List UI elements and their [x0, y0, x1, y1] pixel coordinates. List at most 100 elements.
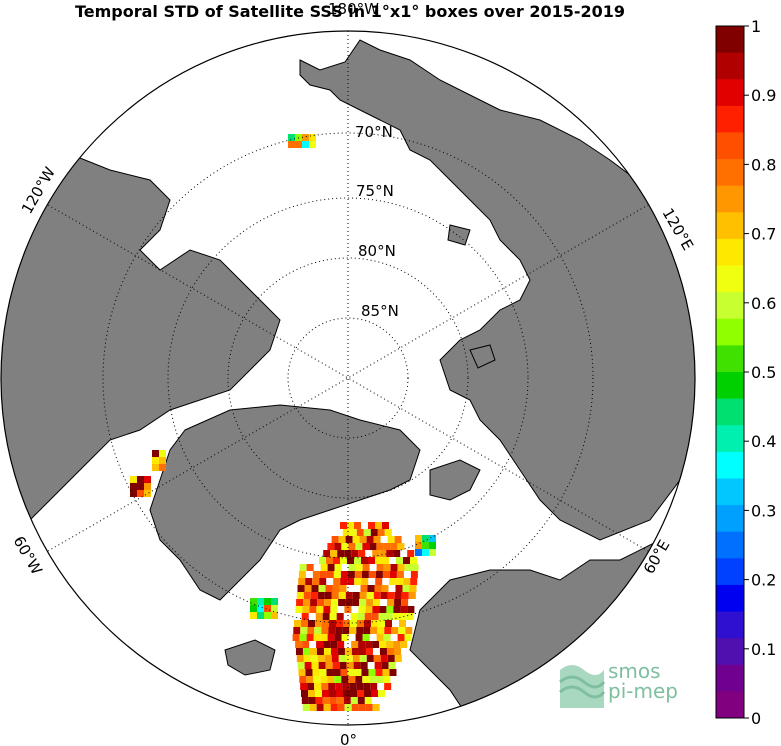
data-cell [336, 697, 344, 704]
data-cell [360, 662, 368, 669]
data-cell [311, 662, 319, 669]
data-cell [311, 585, 319, 592]
data-cell [389, 669, 397, 676]
data-cell [393, 648, 401, 655]
data-cell [342, 529, 350, 536]
data-cell [368, 571, 376, 578]
data-cell [390, 543, 398, 550]
data-cell [337, 641, 345, 648]
data-cell [320, 564, 328, 571]
colorbar-segment [716, 451, 744, 479]
data-cell [339, 662, 347, 669]
colorbar-segment [716, 478, 744, 506]
data-cell [376, 543, 384, 550]
colorbar [716, 26, 744, 719]
data-cell [330, 606, 338, 613]
colorbar-segment [716, 584, 744, 613]
data-cell [302, 134, 309, 141]
data-cell [384, 529, 392, 536]
data-cell [338, 599, 346, 606]
data-cell [404, 634, 412, 641]
data-cell [368, 669, 376, 676]
data-cell [352, 536, 360, 543]
data-cell [379, 641, 387, 648]
data-cell [353, 662, 361, 669]
data-cell [264, 605, 271, 612]
data-cell [387, 655, 395, 662]
data-layer [130, 134, 436, 711]
data-cell [331, 599, 339, 606]
data-cell [382, 522, 389, 529]
data-cell [327, 564, 335, 571]
data-cell [368, 557, 375, 564]
data-cell [301, 620, 308, 627]
data-cell [360, 585, 368, 592]
data-cell [352, 599, 360, 606]
data-cell [362, 564, 370, 571]
colorbar-segment [716, 238, 744, 267]
data-cell [316, 641, 324, 648]
data-cell [359, 599, 367, 606]
data-cell [316, 648, 324, 655]
data-cell [354, 557, 361, 564]
data-cell [394, 592, 402, 599]
colorbar-segment [716, 425, 744, 453]
data-cell [404, 564, 412, 571]
data-cell [309, 648, 317, 655]
data-cell [319, 578, 327, 585]
data-cell [338, 536, 346, 543]
colorbar-segment [716, 159, 744, 187]
lon-label-bottom: 0° [340, 731, 357, 746]
data-cell [375, 669, 383, 676]
data-cell [309, 704, 317, 711]
data-cell [308, 620, 315, 627]
data-cell [347, 669, 355, 676]
land-island-1 [447, 224, 471, 246]
data-cell [411, 564, 419, 571]
data-cell [377, 627, 385, 634]
data-cell [363, 529, 371, 536]
data-cell [293, 627, 301, 634]
data-cell [271, 605, 278, 612]
data-cell [359, 655, 367, 662]
land-svalbard [429, 459, 481, 501]
data-cell [364, 620, 371, 627]
data-cell [382, 571, 390, 578]
data-cell [383, 564, 391, 571]
data-cell [344, 550, 352, 557]
data-cell [351, 648, 359, 655]
data-cell [410, 557, 417, 564]
data-cell [301, 690, 308, 697]
data-cell [317, 592, 325, 599]
data-cell [334, 564, 342, 571]
data-cell [335, 683, 343, 690]
data-cell [334, 634, 342, 641]
data-cell [312, 571, 320, 578]
colorbar-segment [716, 345, 744, 373]
data-cell [299, 634, 307, 641]
data-cell [340, 522, 347, 529]
data-cell [385, 620, 392, 627]
data-cell [303, 599, 311, 606]
data-cell [271, 612, 278, 619]
data-cell [336, 613, 344, 620]
data-cell [331, 655, 339, 662]
data-cell [326, 571, 334, 578]
data-cell [316, 704, 324, 711]
data-cell [366, 536, 374, 543]
data-cell [307, 683, 315, 690]
data-cell [387, 599, 395, 606]
data-cell [298, 578, 306, 585]
data-cell [343, 620, 350, 627]
data-cell [379, 648, 387, 655]
colorbar-segment [716, 398, 744, 426]
data-cell [397, 634, 405, 641]
data-cell [365, 704, 373, 711]
data-cell [295, 606, 303, 613]
data-cell [327, 634, 335, 641]
data-cell [337, 550, 345, 557]
data-cell [315, 613, 323, 620]
colorbar-segment [716, 26, 744, 54]
data-cell [339, 585, 347, 592]
data-cell [403, 557, 410, 564]
